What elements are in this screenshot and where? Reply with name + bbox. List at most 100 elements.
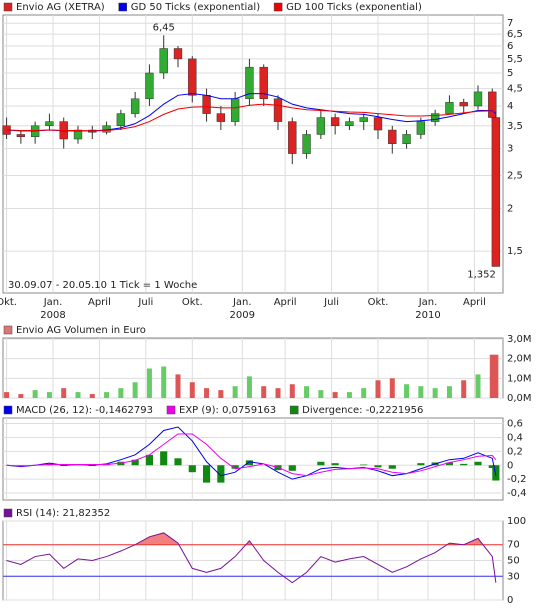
legend-label: RSI (14): 21,82352 [16,508,110,519]
y-tick-label: 5 [507,68,513,79]
divergence-bar [131,459,139,466]
divergence-bar [317,461,325,466]
y-tick-label: 6 [507,41,513,52]
candle-body [330,117,340,127]
volume-bar [4,392,10,398]
divergence-bar [445,462,453,466]
legend-swatch [3,508,13,518]
divergence-bar [188,465,196,473]
candle-body [488,91,497,118]
candle-body [359,117,368,122]
volume-bar [361,388,367,398]
y-tick-label: 1,0M [507,373,532,384]
divergence-bar [460,463,468,466]
x-year-label: 2010 [415,310,440,321]
legend-swatch [166,405,176,415]
volume-bar [493,354,499,398]
volume-bar [175,374,181,398]
candle-body [473,91,483,107]
x-tick-label: Jan. [418,297,438,308]
volume-bar [446,386,452,398]
legend-swatch [289,405,299,415]
y-tick-label: 0 [507,460,513,471]
y-tick-label: 2,0M [507,354,532,365]
candle-body [202,95,211,114]
divergence-bar [492,465,500,481]
candle-body [430,113,440,122]
y-tick-label: 100 [507,516,526,527]
candle-body [459,102,468,107]
volume-bar [346,392,352,398]
legend-label: GD 100 Ticks (exponential) [286,2,422,13]
volume-bar [246,376,252,398]
candle-body [445,102,454,114]
divergence-bar [145,454,153,466]
volume-bar [432,388,438,398]
y-tick-label: -0,4 [507,488,527,499]
x-tick-label: Okt. [368,297,389,308]
volume-bar [475,374,481,398]
y-tick-label: 0,0M [507,393,532,404]
panel-frame [2,14,504,294]
volume-bar [418,386,424,398]
candle-body [259,66,268,100]
annotation: 6,45 [153,22,175,33]
volume-bar [275,388,281,398]
legend-label: Envio AG Volumen in Euro [16,325,146,336]
volume-bar [375,380,381,398]
y-tick-label: 3 [507,144,513,155]
candle-body [288,121,297,154]
y-tick-label: 50 [507,556,520,567]
candle-body [302,134,311,154]
legend-swatch [118,2,127,12]
volume-bar [18,394,24,398]
volume-bar [104,392,110,398]
y-tick-label: 0 [507,595,513,606]
x-tick-label: Okt. [0,297,17,308]
y-tick-label: 70 [507,540,520,551]
y-tick-label: 3,5 [507,121,523,132]
divergence-bar [360,464,368,466]
volume-bar [118,388,124,398]
volume-bar [61,388,67,398]
volume-bar [304,386,310,398]
volume-bar [261,386,267,398]
x-tick-label: April [463,297,486,308]
legend-swatch [3,2,13,12]
candle-body [402,134,411,144]
divergence-bar [474,461,482,466]
candle-body [102,125,111,133]
volume-bar [332,392,338,398]
divergence-bar [174,458,182,466]
candle-body [273,98,283,122]
x-tick-label: April [274,297,297,308]
divergence-bar [245,460,253,466]
legend-label: Envio AG (XETRA) [16,2,105,13]
volume-bar [46,392,52,398]
volume-bar [289,384,295,398]
volume-bar [489,354,495,398]
moving-average-line [6,103,497,132]
candle-body [45,121,54,127]
y-tick-label: 1,5 [507,246,523,257]
divergence-bar [231,465,239,469]
candle-body [16,134,26,137]
candle-body [245,66,254,100]
volume-bar [204,388,210,398]
candle-body [373,117,383,131]
candle-body [388,129,397,144]
volume-bar [461,380,467,398]
y-tick-label: 0,6 [507,419,523,430]
y-tick-label: 4,5 [507,84,523,95]
volume-bar [132,382,138,398]
divergence-bar [388,465,396,469]
y-tick-label: 0,2 [507,446,523,457]
volume-bar [404,384,410,398]
x-tick-label: Okt. [182,297,203,308]
divergence-bar [288,465,296,471]
panel-frame [2,417,504,501]
volume-bar [218,390,224,398]
volume-bar [232,386,238,398]
candle-body [216,113,226,122]
